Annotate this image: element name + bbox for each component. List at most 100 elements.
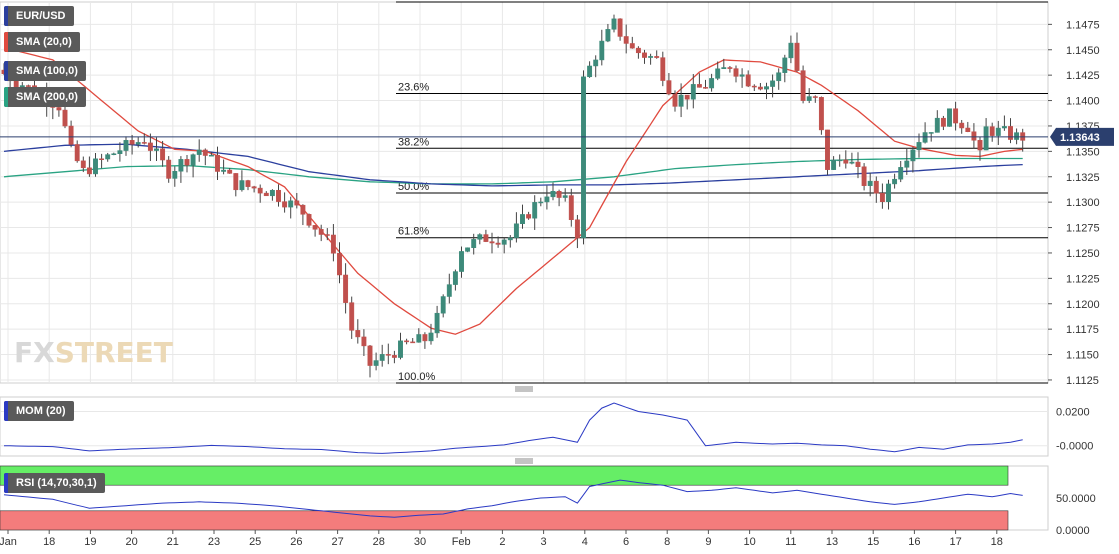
time-tick-label: 17 [949,536,961,548]
time-tick-label: 8 [664,536,670,548]
candle-body [154,148,159,151]
candle-body [898,167,904,180]
price-axis: 1.1125 1.1150 1.1175 1.1200 1.1225 1.1250 1.12… [0,19,1114,387]
candle-body [770,80,776,87]
candle-body [68,125,74,145]
fib-label: 38.2% [398,136,429,148]
candle-body [117,150,123,155]
candlesticks [1,14,1026,378]
candle-body [300,204,306,215]
candle-body [617,18,623,37]
price-tick-label: 1.1225 [1066,273,1100,285]
fib-label: 100.0% [398,371,436,383]
price-tick-label: 1.1200 [1066,299,1100,311]
price-tick-label: 1.1350 [1066,146,1100,158]
rsi-legend[interactable]: RSI (14,70,30,1) [4,473,105,493]
time-tick-label: 13 [826,536,838,548]
candle-body [666,80,672,95]
candle-body [495,242,501,245]
candle-body [141,142,147,144]
sma100-legend[interactable]: SMA (100,0) [4,61,86,81]
candle-body [306,214,312,226]
candle-body [507,237,513,241]
candle-body [629,43,635,49]
candle-body [135,142,141,145]
candle-body [995,127,1001,136]
candle-body [904,160,910,168]
candle-body [1001,126,1007,129]
symbol-label[interactable]: EUR/USD [4,6,74,26]
time-tick-label: 6 [623,536,629,548]
candle-body [922,132,928,143]
candle-body [611,18,617,30]
candle-body [879,192,885,203]
candle-body [794,42,800,71]
time-tick-label: 15 [867,536,879,548]
candle-body [215,154,220,172]
last-price-tag [1050,127,1114,146]
candle-body [696,84,702,88]
time-tick-label: 28 [373,536,385,548]
candle-body [635,47,641,54]
candle-body [989,126,995,136]
candle-body [550,191,556,198]
candle-body [251,186,257,189]
candle-body [196,149,202,155]
candle-body [660,57,666,81]
candle-body [428,332,434,342]
candle-body [928,132,934,134]
time-tick-label: 23 [208,536,220,548]
candle-body [983,126,989,151]
sma200-legend[interactable]: SMA (200,0) [4,87,86,107]
time-tick-label: 19 [84,536,96,548]
candle-body [324,234,330,236]
candle-body [526,214,532,219]
candle-body [221,169,227,172]
candle-body [672,93,678,107]
candle-body [806,96,812,101]
candle-body [782,57,788,73]
candle-body [959,122,965,129]
time-tick-label: 25 [249,536,261,548]
candle-body [678,94,684,107]
candle-body [288,200,294,208]
candle-body [947,108,952,127]
price-tick-label: 1.1450 [1066,45,1100,57]
price-tick-label: 1.1475 [1066,19,1100,31]
sma20-legend[interactable]: SMA (20,0) [4,32,80,52]
candle-body [147,142,153,151]
candle-body [483,234,489,242]
candle-body [343,274,349,303]
rsi-overbought-zone [0,465,1009,486]
time-tick-label: 18 [991,536,1003,548]
moving-averages [3,47,1023,335]
time-tick-label: 9 [705,536,711,548]
mom-tick-label: 0.0200 [1056,407,1090,419]
candle-body [843,159,849,164]
price-tick-label: 1.1325 [1066,172,1100,184]
time-tick-label: 26 [290,536,302,548]
rsi-panel: 50.0000 0.0000 [0,465,1096,537]
price-tick-label: 1.1300 [1066,197,1100,209]
candle-body [166,159,172,179]
candle-body [837,159,843,162]
candle-body [532,202,538,219]
mom-legend[interactable]: MOM (20) [4,401,74,421]
candle-body [257,187,263,194]
candle-body [227,169,233,174]
candle-body [873,180,879,194]
candle-body [544,196,550,203]
candle-body [13,80,19,87]
time-tick-label: 3 [541,536,547,548]
candle-body [471,239,477,248]
candle-body [593,59,599,67]
chart-grid [0,1,1049,531]
fib-label: 61.8% [398,226,429,238]
candle-body [776,72,782,82]
candle-body [160,148,166,161]
candle-body [574,219,580,239]
candle-body [623,36,629,44]
sma200-line [3,157,1023,185]
rsi-tick-label: 50.0000 [1056,493,1096,505]
candle-body [745,74,751,87]
